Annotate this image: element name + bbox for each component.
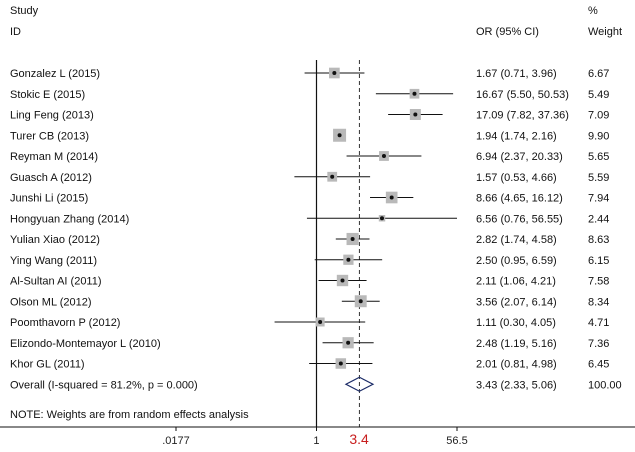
- study-weight: 5.59: [588, 172, 609, 184]
- point-estimate: [330, 174, 335, 179]
- study-or-ci: 6.56 (0.76, 56.55): [476, 213, 563, 225]
- study-weight: 8.34: [588, 296, 609, 308]
- study-or-ci: 1.57 (0.53, 4.66): [476, 172, 557, 184]
- x-tick-label: .0177: [162, 435, 190, 447]
- study-or-ci: 17.09 (7.82, 37.36): [476, 110, 569, 122]
- header-weight: Weight: [588, 26, 622, 38]
- study-label: Guasch A (2012): [10, 172, 92, 184]
- header-percent: %: [588, 5, 598, 17]
- study-weight: 7.36: [588, 338, 609, 350]
- point-estimate: [413, 112, 418, 117]
- study-label: Turer CB (2013): [10, 130, 89, 142]
- point-estimate: [346, 340, 351, 345]
- study-weight: 7.58: [588, 276, 609, 288]
- study-label: Elizondo-Montemayor L (2010): [10, 338, 161, 350]
- plot-marks: Gonzalez L (2015) 1.67 (0.71, 3.96) 6.67 St…: [0, 60, 635, 447]
- study-weight: 2.44: [588, 213, 609, 225]
- point-estimate: [332, 71, 337, 75]
- point-estimate: [318, 320, 323, 324]
- study-label: Junshi Li (2015): [10, 193, 88, 205]
- overall-diamond: [344, 376, 375, 392]
- point-estimate: [338, 361, 343, 366]
- study-weight: 6.67: [588, 68, 609, 80]
- study-label: Olson ML (2012): [10, 296, 92, 308]
- point-estimate: [412, 91, 417, 96]
- overall-or-ci: 3.43 (2.33, 5.06): [476, 379, 557, 391]
- study-or-ci: 1.67 (0.71, 3.96): [476, 68, 557, 80]
- study-weight: 6.15: [588, 255, 609, 267]
- study-weight: 7.09: [588, 110, 609, 122]
- point-estimate: [358, 299, 363, 304]
- header-id: ID: [10, 26, 21, 38]
- study-weight: 9.90: [588, 130, 609, 142]
- study-or-ci: 1.11 (0.30, 4.05): [476, 317, 556, 329]
- point-estimate: [337, 133, 342, 138]
- point-estimate: [380, 216, 385, 221]
- study-label: Poomthavorn P (2012): [10, 317, 120, 329]
- study-or-ci: 1.94 (1.74, 2.16): [476, 130, 557, 142]
- study-weight: 5.65: [588, 151, 609, 163]
- footnote: NOTE: Weights are from random effects an…: [10, 409, 249, 421]
- point-estimate: [389, 195, 394, 200]
- study-or-ci: 2.82 (1.74, 4.58): [476, 234, 557, 246]
- study-or-ci: 2.48 (1.19, 5.16): [476, 338, 557, 350]
- x-tick-label: 56.5: [446, 435, 467, 447]
- study-or-ci: 16.67 (5.50, 50.53): [476, 89, 569, 101]
- study-or-ci: 2.11 (1.06, 4.21): [476, 276, 556, 288]
- point-estimate: [381, 154, 386, 158]
- study-or-ci: 2.01 (0.81, 4.98): [476, 359, 557, 371]
- study-weight: 7.94: [588, 193, 609, 205]
- point-estimate: [340, 278, 345, 283]
- overall-weight: 100.00: [588, 379, 622, 391]
- study-label: Ling Feng (2013): [10, 110, 94, 122]
- study-or-ci: 3.56 (2.07, 6.14): [476, 296, 557, 308]
- study-or-ci: 2.50 (0.95, 6.59): [476, 255, 557, 267]
- study-label: Gonzalez L (2015): [10, 68, 100, 80]
- study-label: Reyman M (2014): [10, 151, 98, 163]
- study-weight: 8.63: [588, 234, 609, 246]
- highlight-label: 3.4: [349, 431, 369, 447]
- x-tick-label: 1: [313, 435, 319, 447]
- study-label: Yulian Xiao (2012): [10, 234, 100, 246]
- study-label: Hongyuan Zhang (2014): [10, 213, 129, 225]
- study-label: Stokic E (2015): [10, 89, 85, 101]
- study-label: Al-Sultan AI (2011): [10, 276, 102, 288]
- point-estimate: [350, 237, 355, 241]
- overall-label: Overall (I-squared = 81.2%, p = 0.000): [10, 379, 198, 391]
- study-weight: 4.71: [588, 317, 609, 329]
- study-or-ci: 6.94 (2.37, 20.33): [476, 151, 563, 163]
- study-label: Ying Wang (2011): [10, 255, 97, 267]
- header-or-ci: OR (95% CI): [476, 26, 539, 38]
- study-weight: 5.49: [588, 89, 609, 101]
- study-label: Khor GL (2011): [10, 359, 85, 371]
- study-weight: 6.45: [588, 359, 609, 371]
- study-or-ci: 8.66 (4.65, 16.12): [476, 193, 563, 205]
- header-study: Study: [10, 5, 39, 17]
- point-estimate: [346, 257, 351, 262]
